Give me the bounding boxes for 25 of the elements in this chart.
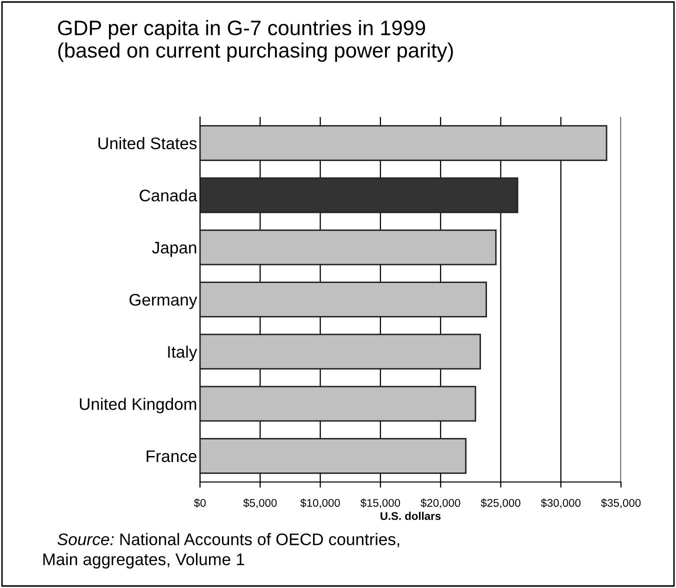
x-tick-label: $30,000 xyxy=(540,498,581,508)
x-tick-label: $35,000 xyxy=(601,498,641,508)
x-tick-label: $0 xyxy=(194,498,206,508)
bar xyxy=(200,334,481,370)
y-tick-label: Italy xyxy=(168,346,198,362)
x-axis-title: U.S. dollars xyxy=(380,512,441,520)
bar xyxy=(200,229,497,266)
x-tick-label: $15,000 xyxy=(360,498,400,508)
bar xyxy=(200,177,518,214)
source-note: Source: National Accounts of OECD countries, Main aggregates, Volume 1 xyxy=(43,533,400,569)
chart-title: GDP per capita in G-7 countries in 1999 (based on current purchasing power parity) xyxy=(58,20,453,62)
y-tick-label: Germany xyxy=(130,294,198,309)
y-tick-label: United Kingdom xyxy=(80,398,196,414)
y-tick-label: United States xyxy=(98,137,197,150)
bar xyxy=(200,125,608,161)
bar xyxy=(200,282,487,318)
x-tick-label: $20,000 xyxy=(420,498,460,508)
x-tick-label: $5,000 xyxy=(243,498,277,508)
bar xyxy=(200,386,476,422)
y-tick-label: France xyxy=(146,450,196,462)
bar xyxy=(200,438,467,474)
x-tick-label: $25,000 xyxy=(480,498,520,508)
x-tick-label: $10,000 xyxy=(300,498,340,508)
y-tick-label: Canada xyxy=(140,189,198,202)
y-tick-label: Japan xyxy=(152,242,196,257)
